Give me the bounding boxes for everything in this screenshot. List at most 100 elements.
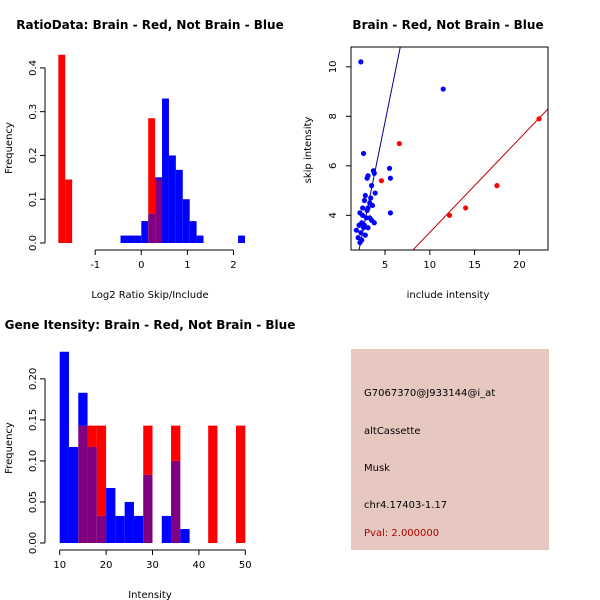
ratio-histogram: RatioData: Brain - Red, Not Brain - Blue… (4, 18, 284, 301)
ratio-bar-not-brain (134, 235, 142, 243)
ratio-bar-not-brain (155, 177, 163, 180)
event-type: altCassette (364, 426, 421, 437)
scatter-point-not-brain (356, 222, 362, 228)
ratio-y-tick-label: 0.1 (28, 191, 39, 207)
scatter-point-not-brain (387, 210, 393, 216)
intensity-x-tick-label: 10 (53, 560, 66, 571)
ratio-bar-not-brain (141, 221, 149, 243)
scatter-point-not-brain (387, 175, 393, 181)
ratio-xlabel: Log2 Ratio Skip/Include (91, 290, 208, 301)
scatter-point-brain (494, 183, 500, 189)
scatter-ylabel: skip intensity (303, 117, 314, 184)
info-panel-background (351, 349, 549, 550)
scatter-x-tick-label: 20 (513, 260, 526, 271)
intensity-bar-not-brain (161, 515, 172, 543)
intensity-y-tick-label: 0.20 (28, 368, 39, 390)
ratio-y-tick-label: 0.4 (28, 60, 39, 76)
intensity-x-tick-label: 20 (100, 560, 113, 571)
intensity-y-tick-label: 0.10 (28, 450, 39, 472)
scatter-point-not-brain (362, 232, 368, 238)
intensity-bar-not-brain (180, 529, 190, 543)
ratio-y-tick-label: 0.0 (28, 235, 39, 251)
scatter-x-tick-label: 5 (382, 260, 388, 271)
p-value: Pval: 2.000000 (364, 528, 439, 539)
intensity-bar-brain (208, 425, 218, 543)
fit-line-red (412, 108, 548, 250)
intensity-bar-not-brain (124, 501, 134, 543)
fit-line-blue (358, 47, 401, 250)
ratio-ylabel: Frequency (4, 122, 15, 174)
intensity-bar-not-brain (59, 351, 69, 543)
intensity-bar-not-brain (133, 515, 144, 543)
intensity-ylabel: Frequency (4, 422, 15, 474)
scatter-point-not-brain (371, 220, 377, 226)
intensity-y-tick-label: 0.00 (28, 532, 39, 554)
ratio-x-tick-label: 0 (138, 260, 144, 271)
intensity-bar-overlap (87, 446, 97, 543)
scatter-point-not-brain (371, 170, 377, 176)
scatter-title: Brain - Red, Not Brain - Blue (352, 18, 543, 32)
organism: Musk (364, 463, 390, 474)
scatter-point-not-brain (361, 222, 368, 228)
scatter-point-not-brain (372, 190, 378, 196)
scatter-y-tick-label: 10 (328, 60, 339, 73)
scatter-x-tick-label: 15 (468, 260, 481, 271)
scatter-point-not-brain (368, 195, 374, 201)
scatter-point-not-brain (386, 165, 393, 171)
ratio-y-tick-label: 0.3 (28, 104, 39, 120)
ratio-bar-not-brain (189, 221, 197, 243)
ratio-bar-not-brain (196, 235, 204, 243)
scatter-point-brain (378, 178, 385, 184)
intensity-bar-overlap (96, 515, 107, 543)
scatter-point-not-brain (362, 192, 368, 199)
ratio-bar-brain (65, 179, 73, 243)
scatter-point-not-brain (363, 215, 369, 221)
ratio-x-tick-label: 2 (230, 260, 236, 271)
intensity-bar-brain (236, 425, 246, 543)
ratio-bar-not-brain (120, 235, 128, 243)
intensity-bar-brain (143, 425, 153, 475)
scatter-point-not-brain (368, 183, 375, 189)
intensity-y-tick-label: 0.05 (28, 491, 39, 513)
intensity-x-tick-label: 50 (239, 560, 252, 571)
ratio-bar-not-brain (168, 155, 176, 243)
ratio-bar-not-brain (127, 235, 135, 243)
intensity-y-tick-label: 0.15 (28, 409, 39, 431)
ratio-y-tick-label: 0.2 (28, 147, 39, 163)
scatter-point-brain (446, 212, 453, 218)
intensity-bar-not-brain (115, 515, 125, 543)
scatter-point-not-brain (364, 175, 370, 181)
scatter-x-tick-label: 10 (423, 260, 436, 271)
ratio-bar-brain (148, 118, 156, 214)
intensity-bar-not-brain (68, 446, 79, 543)
intensity-histogram: Gene Itensity: Brain - Red, Not Brain - … (4, 318, 295, 600)
scatter-point-not-brain (364, 207, 370, 213)
intensity-bar-not-brain (78, 392, 88, 426)
ratio-x-tick-label: 1 (184, 260, 190, 271)
scatter-point-not-brain (358, 59, 364, 65)
intensity-bar-overlap (143, 474, 153, 543)
ratio-bar-overlap (155, 179, 163, 243)
genomic-location: chr4.17403-1.17 (364, 500, 447, 511)
ratio-bar-not-brain (238, 235, 245, 243)
ratio-bar-not-brain (162, 98, 169, 244)
skip-include-scatter: Brain - Red, Not Brain - Blue 5 10 15 20 4 6 8… (303, 18, 549, 301)
scatter-point-not-brain (360, 205, 366, 211)
ratio-bar-brain (58, 54, 66, 243)
intensity-bar-not-brain (106, 488, 116, 543)
intensity-x-tick-label: 30 (146, 560, 159, 571)
scatter-point-brain (396, 140, 402, 147)
probe-id: G7067370@J933144@i_at (364, 388, 495, 399)
intensity-bar-brain (171, 425, 181, 461)
scatter-point-not-brain (360, 150, 367, 157)
scatter-point-brain (463, 205, 469, 211)
scatter-point-not-brain (369, 202, 376, 209)
scatter-point-not-brain (440, 86, 446, 92)
scatter-point-not-brain (353, 227, 359, 233)
intensity-bar-overlap (171, 460, 181, 543)
ratio-x-tick-label: -1 (90, 260, 100, 271)
intensity-bar-overlap (78, 425, 88, 543)
scatter-y-tick-label: 6 (328, 163, 339, 169)
intensity-title: Gene Itensity: Brain - Red, Not Brain - … (5, 318, 296, 332)
